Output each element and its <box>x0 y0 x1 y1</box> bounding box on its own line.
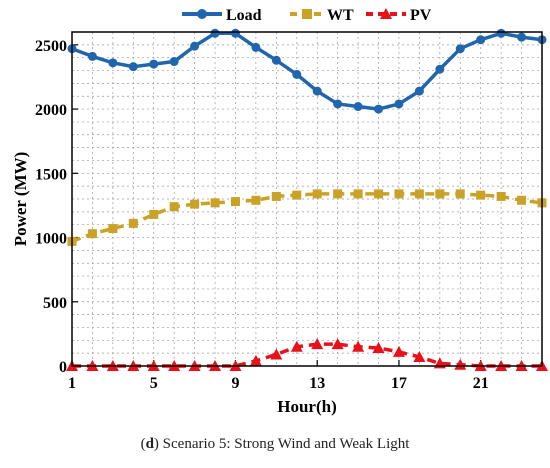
series-load-point <box>230 28 240 38</box>
y-tick-label: 500 <box>43 295 67 312</box>
x-tick-label: 9 <box>231 375 239 392</box>
series-wt-point <box>292 190 302 200</box>
plot-frame <box>71 31 543 367</box>
series-load-point <box>169 57 179 67</box>
legend: Load WT PV <box>182 7 432 24</box>
chart: Load WT PV 1 5 9 13 17 21 0 500 1000 1500 2000 2500… <box>11 7 548 416</box>
x-tick-label: 21 <box>473 375 489 392</box>
series-pv-point <box>331 338 344 350</box>
series-wt-point <box>230 197 240 207</box>
series-load-point <box>517 32 527 42</box>
series-group <box>66 28 548 371</box>
series-load-point <box>496 28 506 38</box>
series-load-point <box>394 99 404 109</box>
grid <box>72 32 542 366</box>
caption-letter: d <box>145 436 154 452</box>
series-pv-point <box>311 338 324 350</box>
series-load-point <box>251 42 261 52</box>
series-pv-point <box>290 340 303 352</box>
series-load-point <box>312 86 322 96</box>
y-tick-label: 0 <box>59 359 67 376</box>
y-tick-label: 2000 <box>35 102 67 119</box>
series-pv-point <box>454 358 467 370</box>
series-wt-point <box>476 190 486 200</box>
series-wt-point <box>414 189 424 199</box>
series-load-point <box>190 41 200 51</box>
series-wt-point <box>169 202 179 212</box>
series-load-point <box>414 86 424 96</box>
series-wt-point <box>128 218 138 228</box>
series-wt-line <box>71 192 543 244</box>
series-load-point <box>476 35 486 45</box>
series-wt-point <box>108 224 118 234</box>
series-wt-point <box>496 191 506 201</box>
series-wt-point <box>435 189 445 199</box>
legend-wt-marker <box>302 9 312 19</box>
series-load-point <box>128 62 138 72</box>
figure-caption: (d) Scenario 5: Strong Wind and Weak Lig… <box>140 436 410 452</box>
series-wt-point <box>333 189 343 199</box>
x-tick-label: 1 <box>68 375 76 392</box>
series-load-point <box>271 55 281 65</box>
series-wt-point <box>87 229 97 239</box>
x-tick-label: 5 <box>150 375 158 392</box>
legend-wt-label: WT <box>327 7 354 24</box>
series-load-point <box>87 51 97 61</box>
y-axis-label: Power (MW) <box>11 152 30 247</box>
series-wt-point <box>374 189 384 199</box>
legend-pv-marker <box>380 8 392 19</box>
series-load-point <box>149 59 159 69</box>
series-wt-point <box>517 195 527 205</box>
series-wt-point <box>455 189 465 199</box>
y-tick-label: 1500 <box>35 166 67 183</box>
series-wt-point <box>353 189 363 199</box>
y-tick-label: 2500 <box>35 38 67 55</box>
series-load-point <box>333 99 343 109</box>
series-pv-point <box>413 351 426 363</box>
series-load-point <box>435 64 445 74</box>
series-pv-point <box>270 348 283 360</box>
series-pv-point <box>372 342 385 354</box>
series-wt-point <box>149 209 159 219</box>
series-load-point <box>108 58 118 68</box>
caption-text: Scenario 5: Strong Wind and Weak Light <box>162 436 410 452</box>
series-wt-point <box>312 189 322 199</box>
legend-load-marker <box>197 9 207 19</box>
legend-pv-label: PV <box>410 7 432 24</box>
x-tick-label: 13 <box>309 375 325 392</box>
series-wt-point <box>210 198 220 208</box>
series-pv-point <box>392 345 405 357</box>
x-axis-label: Hour(h) <box>277 397 337 416</box>
series-load-point <box>455 44 465 54</box>
series-pv-point <box>352 340 365 352</box>
series-wt-point <box>251 195 261 205</box>
series-pv-line <box>72 342 542 368</box>
series-wt-point <box>190 199 200 209</box>
series-load-point <box>353 102 363 112</box>
series-wt-point <box>271 191 281 201</box>
axis-ticks: 1 5 9 13 17 21 0 500 1000 1500 2000 2500 <box>35 38 489 392</box>
series-wt-point <box>394 189 404 199</box>
x-tick-label: 17 <box>391 375 407 392</box>
y-tick-label: 1000 <box>35 231 67 248</box>
series-load-point <box>374 104 384 114</box>
series-load-point <box>210 28 220 38</box>
series-pv-point <box>249 354 262 366</box>
series-load-point <box>292 69 302 79</box>
legend-load-label: Load <box>226 7 262 24</box>
